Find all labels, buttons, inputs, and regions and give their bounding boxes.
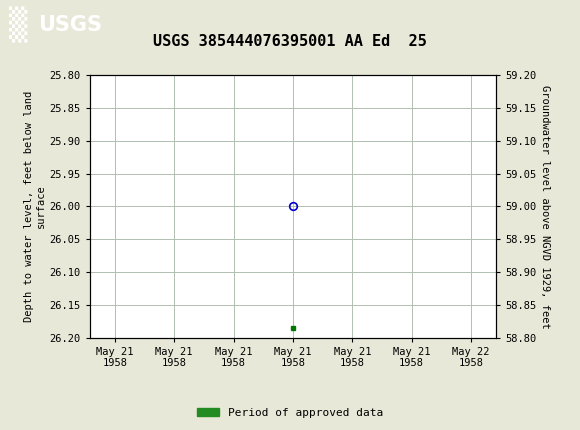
Legend: Period of approved data: Period of approved data xyxy=(193,403,387,422)
Y-axis label: Depth to water level, feet below land
surface: Depth to water level, feet below land su… xyxy=(24,91,45,322)
Y-axis label: Groundwater level above NGVD 1929, feet: Groundwater level above NGVD 1929, feet xyxy=(541,85,550,328)
Text: USGS 385444076395001 AA Ed  25: USGS 385444076395001 AA Ed 25 xyxy=(153,34,427,49)
Text: USGS: USGS xyxy=(38,15,102,35)
Text: ▒: ▒ xyxy=(9,6,27,43)
